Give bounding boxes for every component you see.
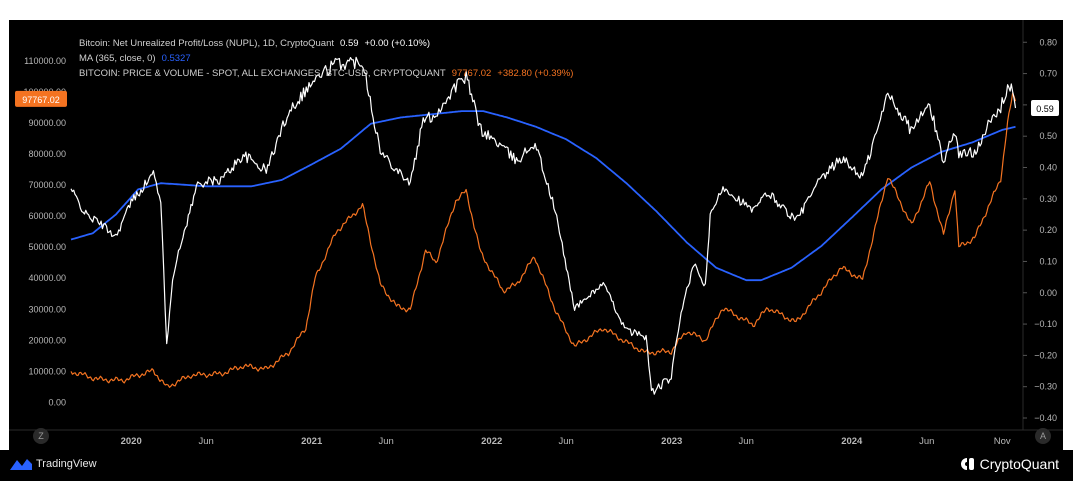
- y-left-tick-label: 30000.00: [28, 304, 66, 314]
- x-tick-label: 2020: [121, 436, 142, 447]
- legend-nupl-value: 0.59: [340, 38, 359, 49]
- legend-price-change: +382.80 (+0.39%): [497, 68, 574, 79]
- a-button[interactable]: A: [1035, 428, 1051, 444]
- tradingview-logo[interactable]: TradingView: [10, 458, 97, 470]
- series-price-line: [70, 92, 1017, 388]
- y-left-tick-label: 90000.00: [28, 118, 66, 128]
- y-left-tick-label: 50000.00: [28, 242, 66, 252]
- y-right-tick-label: 0.10: [1039, 256, 1057, 266]
- cryptoquant-icon: [960, 458, 974, 470]
- price-last-value-label: 97767.02: [22, 95, 60, 105]
- tradingview-label: TradingView: [36, 458, 97, 470]
- legend-nupl: Bitcoin: Net Unrealized Profit/Loss (NUP…: [79, 38, 430, 49]
- y-right-tick-label: −0.30: [1034, 382, 1057, 392]
- x-tick-label: Jun: [379, 436, 394, 447]
- x-tick-label: 2022: [481, 436, 502, 447]
- nupl-last-value-label: 0.59: [1036, 104, 1054, 114]
- x-tick-label: Jun: [198, 436, 213, 447]
- price-last-value-tag: [15, 90, 67, 107]
- y-left-tick-label: 80000.00: [28, 149, 66, 159]
- cryptoquant-label: CryptoQuant: [979, 456, 1059, 472]
- y-left-tick-label: 60000.00: [28, 211, 66, 221]
- cryptoquant-logo[interactable]: CryptoQuant: [960, 456, 1059, 472]
- x-tick-label: Nov: [994, 436, 1011, 447]
- x-tick-label: Jun: [919, 436, 934, 447]
- chart-panel[interactable]: 0.00 10000.00 20000.00 30000.00 40000.00 5000…: [9, 20, 1063, 450]
- chart-svg[interactable]: 0.00 10000.00 20000.00 30000.00 40000.00 5000…: [9, 20, 1063, 450]
- legend-ma-title: MA (365, close, 0): [79, 53, 156, 64]
- y-right-tick-label: 0.00: [1039, 288, 1057, 298]
- x-tick-label: 2021: [301, 436, 323, 447]
- series-ma-line: [70, 110, 1016, 282]
- x-tick-label: 2024: [841, 436, 863, 447]
- z-button[interactable]: Z: [33, 428, 49, 444]
- y-right-tick-label: −0.20: [1034, 350, 1057, 360]
- y-right-tick-label: 0.70: [1039, 69, 1057, 79]
- y-left-tick-label: 110000.00: [24, 56, 66, 66]
- y-right-tick-label: 0.20: [1039, 225, 1057, 235]
- y-left-tick-label: 20000.00: [28, 335, 66, 345]
- y-right-tick-label: 0.30: [1039, 194, 1057, 204]
- tradingview-icon: [10, 459, 32, 470]
- legend-price: BITCOIN: PRICE & VOLUME - SPOT, ALL EXCH…: [79, 68, 573, 79]
- legend-ma: MA (365, close, 0) 0.5327: [79, 53, 191, 64]
- legend-nupl-title: Bitcoin: Net Unrealized Profit/Loss (NUP…: [79, 38, 335, 49]
- y-right-tick-label: 0.40: [1039, 163, 1057, 173]
- nupl-last-value-tag: [1031, 100, 1059, 117]
- y-left-tick-label: 10000.00: [28, 366, 66, 376]
- x-tick-label: Jun: [559, 436, 574, 447]
- y-left-tick-label: 0.00: [48, 397, 66, 407]
- legend-price-title: BITCOIN: PRICE & VOLUME - SPOT, ALL EXCH…: [79, 68, 446, 79]
- legend-ma-value: 0.5327: [161, 53, 191, 64]
- y-left-tick-label: 70000.00: [28, 180, 66, 190]
- y-right-tick-label: 0.50: [1039, 131, 1057, 141]
- footer-bar: TradingView CryptoQuant: [0, 450, 1073, 481]
- y-right-tick-label: −0.40: [1034, 413, 1057, 423]
- y-right-tick-label: −0.10: [1034, 319, 1057, 329]
- legend-nupl-change: +0.00 (+0.10%): [364, 38, 431, 49]
- legend-price-value: 97767.02: [451, 68, 492, 79]
- y-left-tick-label: 40000.00: [28, 273, 66, 283]
- x-tick-label: Jun: [739, 436, 754, 447]
- series-nupl-line: [70, 56, 1017, 395]
- y-right-tick-label: 0.80: [1039, 37, 1057, 47]
- x-tick-label: 2023: [661, 436, 682, 447]
